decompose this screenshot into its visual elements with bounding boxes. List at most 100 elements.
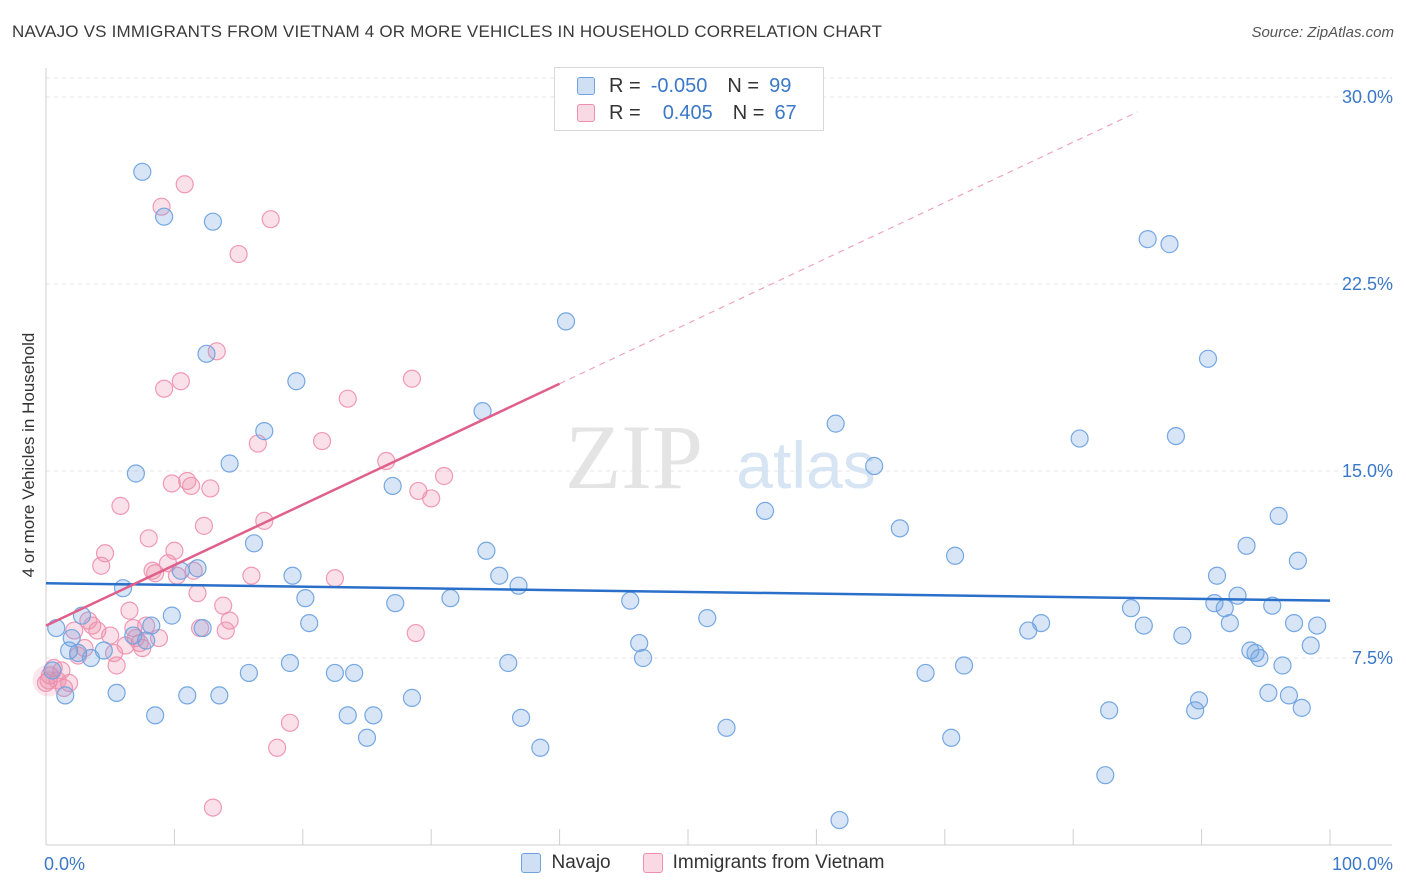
navajo-point bbox=[239, 663, 258, 683]
r-label: R = bbox=[609, 101, 641, 124]
vietnam-point bbox=[101, 626, 120, 645]
vietnam-point bbox=[95, 544, 115, 563]
navajo-point bbox=[1308, 616, 1327, 635]
navajo-point bbox=[490, 566, 509, 585]
r-label: R = bbox=[609, 74, 641, 97]
vietnam-point bbox=[214, 596, 233, 615]
x-tick-label: 100.0% bbox=[1332, 854, 1393, 874]
navajo-point bbox=[477, 541, 496, 560]
vietnam-point bbox=[139, 529, 158, 548]
navajo-point bbox=[630, 633, 649, 653]
navajo-point bbox=[1121, 599, 1141, 618]
navajo-point bbox=[94, 641, 113, 660]
vietnam-point bbox=[422, 489, 441, 508]
navajo-point bbox=[210, 686, 229, 705]
navajo-point bbox=[1259, 683, 1278, 703]
navajo-point bbox=[133, 162, 152, 181]
axes bbox=[45, 68, 1392, 846]
vietnam-point bbox=[261, 210, 280, 229]
vietnam-point bbox=[175, 175, 194, 194]
legend-swatch-navajo bbox=[521, 853, 542, 873]
navajo-points-layer bbox=[43, 162, 1327, 830]
navajo-point bbox=[531, 738, 550, 757]
navajo-point bbox=[1173, 626, 1192, 645]
legend-item-vietnam[interactable]: Immigrants from Vietnam bbox=[642, 852, 885, 874]
navajo-point bbox=[203, 212, 223, 231]
watermark-atlas: atlas bbox=[736, 428, 875, 502]
vietnam-point bbox=[229, 244, 248, 264]
vietnam-point bbox=[171, 372, 190, 391]
navajo-points bbox=[32, 175, 454, 817]
navajo-point bbox=[1189, 691, 1209, 710]
navajo-point bbox=[621, 591, 640, 610]
navajo-point bbox=[220, 454, 239, 473]
n-value-vietnam: 67 bbox=[774, 101, 797, 124]
navajo-trend-line bbox=[45, 581, 1331, 602]
navajo-point bbox=[1269, 506, 1288, 525]
vietnam-point bbox=[216, 621, 235, 640]
navajo-point bbox=[1228, 586, 1247, 605]
navajo-point bbox=[283, 566, 302, 585]
n-value-navajo: 99 bbox=[769, 74, 792, 97]
navajo-point bbox=[1288, 551, 1308, 570]
navajo-point bbox=[296, 589, 315, 608]
navajo-point bbox=[155, 207, 174, 226]
y-tick-label: 22.5% bbox=[1342, 274, 1393, 294]
navajo-point bbox=[1292, 698, 1311, 717]
navajo-point bbox=[499, 653, 518, 673]
y-axis-label: 4 or more Vehicles in Household bbox=[19, 333, 38, 578]
vietnam-point bbox=[162, 474, 181, 493]
vietnam-trend-line bbox=[45, 382, 561, 627]
navajo-point bbox=[511, 708, 531, 727]
chart-title: NAVAJO VS IMMIGRANTS FROM VIETNAM 4 OR M… bbox=[12, 22, 883, 41]
navajo-point bbox=[441, 589, 460, 608]
navajo-point bbox=[1273, 656, 1292, 675]
navajo-point bbox=[1134, 616, 1153, 635]
navajo-point bbox=[193, 618, 212, 638]
navajo-point bbox=[865, 456, 884, 476]
legend-label-navajo: Navajo bbox=[551, 852, 611, 873]
navajo-point bbox=[126, 464, 145, 483]
vietnam-point bbox=[39, 671, 58, 690]
vietnam-point bbox=[268, 738, 287, 757]
legend-swatch-navajo bbox=[577, 77, 595, 95]
navajo-point bbox=[1070, 429, 1089, 448]
navajo-point bbox=[1279, 686, 1299, 705]
vietnam-point bbox=[434, 466, 454, 486]
vietnam-point bbox=[338, 389, 357, 408]
vietnam-point bbox=[325, 569, 344, 588]
navajo-point bbox=[717, 718, 736, 737]
legend-label-vietnam: Immigrants from Vietnam bbox=[672, 852, 885, 873]
navajo-point bbox=[1166, 426, 1186, 446]
navajo-point bbox=[890, 519, 909, 538]
navajo-point bbox=[357, 728, 377, 747]
navajo-point bbox=[1096, 766, 1115, 785]
r-value-vietnam: 0.405 bbox=[662, 101, 713, 124]
navajo-point bbox=[945, 546, 965, 565]
vietnam-point bbox=[165, 541, 184, 560]
navajo-point bbox=[1198, 349, 1218, 368]
vietnam-point bbox=[406, 623, 425, 643]
vietnam-point-cluster bbox=[32, 664, 65, 697]
watermark-zip: ZIP bbox=[565, 406, 703, 508]
vietnam-point bbox=[194, 516, 214, 535]
navajo-point bbox=[826, 414, 845, 433]
series-legend: Navajo Immigrants from Vietnam bbox=[0, 852, 1406, 874]
navajo-point bbox=[830, 810, 849, 830]
navajo-point bbox=[325, 663, 344, 683]
navajo-point bbox=[916, 663, 935, 683]
navajo-point bbox=[954, 656, 974, 675]
y-tick-label: 15.0% bbox=[1342, 461, 1393, 481]
navajo-point bbox=[755, 501, 775, 520]
n-label: N = bbox=[732, 101, 765, 124]
vietnam-point bbox=[188, 584, 207, 603]
legend-item-navajo[interactable]: Navajo bbox=[521, 852, 611, 874]
navajo-point bbox=[1284, 613, 1304, 633]
source-label: Source: ZipAtlas.com bbox=[1251, 24, 1394, 41]
navajo-point bbox=[364, 706, 383, 725]
tick-labels: 7.5% 15.0% 22.5% 30.0% 0.0% 100.0% bbox=[44, 87, 1393, 874]
navajo-point bbox=[162, 606, 181, 625]
navajo-point bbox=[1207, 566, 1227, 585]
vietnam-point bbox=[201, 479, 220, 498]
navajo-point bbox=[338, 706, 357, 725]
